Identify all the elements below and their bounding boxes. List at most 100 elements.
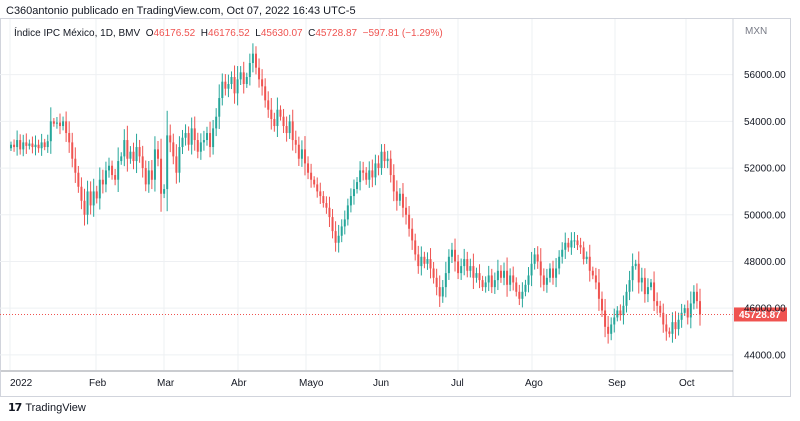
candle — [43, 138, 46, 151]
x-tick-label: Ago — [525, 378, 543, 389]
candle — [331, 209, 334, 239]
candle — [625, 284, 628, 313]
candle — [349, 188, 352, 213]
candle — [432, 262, 435, 284]
candle — [426, 252, 429, 270]
candle — [77, 165, 80, 193]
candle — [457, 254, 460, 280]
candle — [637, 251, 640, 294]
candle — [478, 264, 481, 289]
candle — [515, 277, 518, 297]
candle — [319, 182, 322, 204]
candle — [674, 311, 677, 339]
candle — [46, 134, 49, 153]
candle — [499, 265, 502, 283]
y-tick-label: 48000.00 — [744, 257, 786, 268]
candle — [588, 244, 591, 282]
candle — [147, 161, 150, 193]
candle — [172, 133, 175, 165]
candle — [227, 74, 230, 98]
candle — [542, 268, 545, 292]
candle — [202, 130, 205, 151]
candle — [527, 267, 530, 293]
candle — [493, 272, 496, 294]
candle — [463, 248, 466, 276]
candle — [634, 259, 637, 270]
candle — [561, 242, 564, 264]
candle — [285, 116, 288, 142]
candle — [573, 232, 576, 248]
candle — [107, 157, 110, 178]
candle — [628, 270, 631, 301]
candle — [509, 268, 512, 292]
candle — [175, 144, 178, 184]
candle — [466, 251, 469, 278]
candle — [383, 143, 386, 169]
candle — [245, 72, 248, 88]
candle — [469, 258, 472, 278]
candle — [31, 136, 34, 154]
candle — [86, 180, 89, 225]
candle — [591, 266, 594, 280]
footer: 17 TradingView — [8, 401, 86, 414]
candle — [646, 278, 649, 303]
candle — [604, 298, 607, 338]
candle — [40, 133, 43, 156]
candle — [19, 134, 22, 155]
candle — [120, 152, 123, 165]
candle — [22, 134, 25, 157]
candle — [193, 116, 196, 151]
candle — [481, 275, 484, 292]
candle — [450, 242, 453, 264]
candle — [34, 135, 37, 156]
candle — [212, 119, 215, 155]
candle — [95, 185, 98, 204]
candle — [374, 154, 377, 186]
candle — [521, 282, 524, 308]
candle — [533, 247, 536, 270]
candle — [377, 155, 380, 176]
candle — [316, 177, 319, 198]
candle — [677, 312, 680, 336]
candle — [270, 98, 273, 130]
candle — [656, 292, 659, 314]
candles — [10, 43, 701, 344]
candle — [585, 251, 588, 264]
x-tick-label: Jul — [451, 378, 464, 389]
candle — [389, 150, 392, 183]
candle — [695, 283, 698, 309]
candle — [356, 177, 359, 194]
candle — [62, 116, 65, 131]
chart-frame[interactable] — [0, 18, 791, 397]
candle — [668, 327, 671, 338]
tradingview-logo-icon: 17 — [8, 401, 22, 414]
candle — [282, 108, 285, 134]
candle — [346, 198, 349, 226]
candle — [371, 159, 374, 188]
last-price-badge — [734, 307, 787, 322]
candle — [340, 219, 343, 243]
candle — [163, 184, 166, 199]
candle — [221, 73, 224, 106]
candle — [98, 167, 101, 210]
candle — [68, 121, 71, 153]
candle — [294, 130, 297, 154]
candle — [398, 188, 401, 206]
candle — [300, 140, 303, 167]
symbol-name: Índice IPC México, 1D, BMV — [14, 28, 141, 39]
candle — [242, 61, 245, 94]
y-tick-label: 44000.00 — [744, 350, 786, 361]
candle — [405, 196, 408, 225]
candle — [114, 168, 117, 186]
candle — [555, 258, 558, 288]
candle — [680, 303, 683, 328]
candle — [337, 224, 340, 253]
candle — [138, 139, 141, 163]
candle — [576, 234, 579, 251]
candle — [545, 268, 548, 293]
candle — [92, 178, 95, 217]
candle — [218, 84, 221, 129]
candle — [101, 169, 104, 194]
candle — [487, 265, 490, 292]
